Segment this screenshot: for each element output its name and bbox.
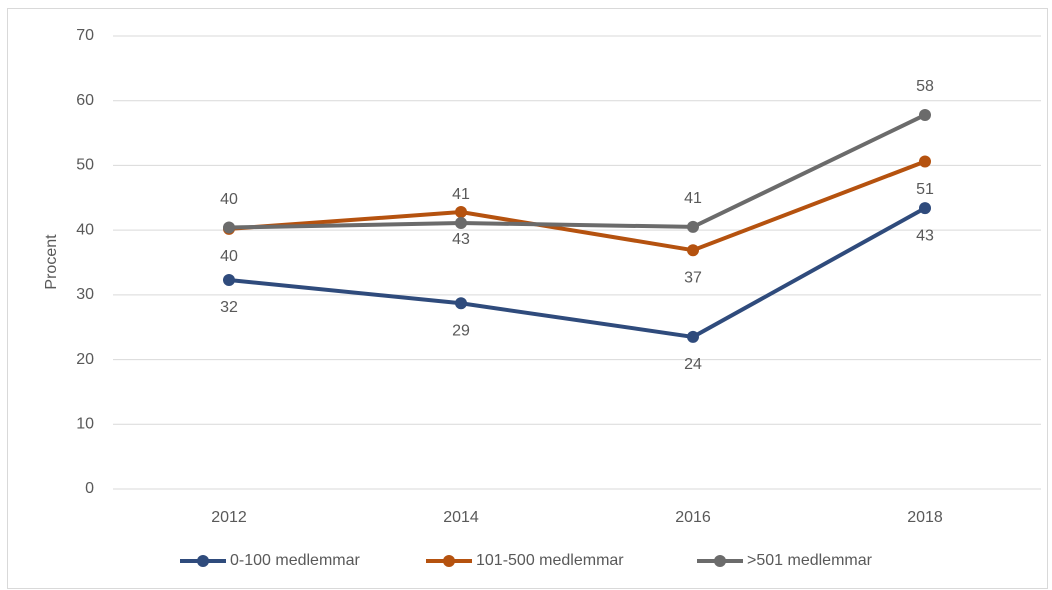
legend-label: >501 medlemmar: [747, 552, 873, 569]
data-point: [919, 155, 931, 168]
data-point: [455, 217, 467, 230]
data-label: 51: [916, 181, 934, 198]
data-label: 32: [220, 299, 238, 316]
data-label: 41: [452, 186, 470, 203]
data-point: [223, 221, 235, 234]
data-point: [223, 273, 235, 286]
data-label: 43: [916, 227, 934, 244]
y-tick-label: 10: [76, 416, 94, 433]
series-line: [228, 113, 926, 230]
data-label: 24: [684, 356, 702, 373]
legend-marker: [197, 555, 209, 567]
data-point: [687, 330, 699, 343]
data-point: [919, 202, 931, 215]
y-tick-label: 20: [76, 351, 94, 368]
chart-frame: [7, 8, 1048, 589]
data-point: [687, 220, 699, 233]
legend-marker: [443, 555, 455, 567]
y-tick-label: 60: [76, 92, 94, 109]
data-point: [455, 297, 467, 310]
data-label: 37: [684, 269, 702, 286]
y-tick-label: 40: [76, 221, 94, 238]
series-line: [228, 159, 926, 253]
data-label: 29: [452, 322, 470, 339]
y-tick-label: 0: [85, 480, 94, 497]
data-label: 41: [684, 190, 702, 207]
data-label: 40: [220, 191, 238, 208]
y-axis-label: Procent: [43, 234, 60, 290]
data-label: 43: [452, 231, 470, 248]
y-tick-label: 70: [76, 27, 94, 44]
legend-marker: [714, 555, 726, 567]
x-tick-label: 2012: [211, 509, 247, 526]
legend-label: 0-100 medlemmar: [230, 552, 361, 569]
y-tick-label: 50: [76, 157, 94, 174]
data-point: [919, 108, 931, 121]
series-line: [228, 206, 926, 339]
x-tick-label: 2018: [907, 509, 943, 526]
data-point: [687, 244, 699, 257]
data-point: [455, 206, 467, 219]
x-tick-label: 2014: [443, 509, 479, 526]
data-label: 58: [916, 78, 934, 95]
y-tick-label: 30: [76, 286, 94, 303]
legend-label: 101-500 medlemmar: [476, 552, 624, 569]
x-tick-label: 2016: [675, 509, 711, 526]
data-label: 40: [220, 248, 238, 265]
